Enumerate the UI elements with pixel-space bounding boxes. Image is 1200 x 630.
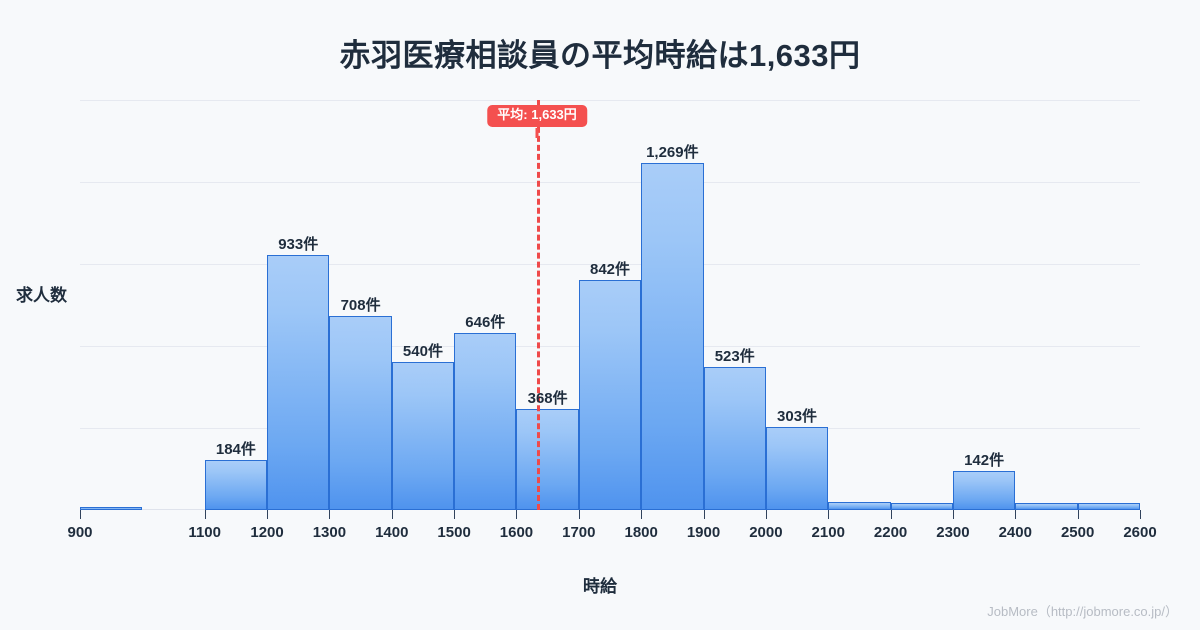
x-axis-tick xyxy=(329,510,331,519)
bars-layer xyxy=(80,100,1140,510)
x-axis-tick-label: 2000 xyxy=(749,524,783,541)
x-axis-tick-label: 900 xyxy=(67,524,93,541)
x-axis-tick xyxy=(1015,510,1017,519)
average-line-layer xyxy=(80,100,1140,510)
x-axis-tick-label: 1800 xyxy=(624,524,658,541)
plot-area xyxy=(80,100,1140,510)
x-axis-tick-label: 1300 xyxy=(312,524,347,541)
x-axis-tick xyxy=(1140,510,1141,519)
bar-value-label: 1,269件 xyxy=(646,144,699,162)
x-axis-tick xyxy=(765,510,767,519)
bar[interactable] xyxy=(80,507,143,510)
x-axis-tick-label: 2300 xyxy=(936,524,970,541)
x-axis-title: 時給 xyxy=(583,577,617,596)
x-axis-tick xyxy=(80,510,81,519)
bar[interactable] xyxy=(578,279,642,510)
x-axis-tick xyxy=(952,510,954,519)
bar-value-label: 933件 xyxy=(278,235,319,253)
x-axis-tick-label: 1500 xyxy=(437,524,471,541)
x-axis-tick-label: 1200 xyxy=(250,524,284,541)
average-line-stub xyxy=(535,128,539,138)
bar[interactable] xyxy=(391,362,455,510)
bar[interactable] xyxy=(828,502,891,510)
x-axis-tick xyxy=(516,510,518,519)
bar[interactable] xyxy=(204,459,268,510)
x-axis-tick-label: 1400 xyxy=(375,524,409,541)
x-axis-tick-label: 1700 xyxy=(562,524,596,541)
bar[interactable] xyxy=(765,427,829,510)
bar-value-label: 842件 xyxy=(589,260,631,278)
x-axis-tick xyxy=(204,510,206,519)
gridline xyxy=(80,100,1140,101)
x-axis-tick-label: 2200 xyxy=(873,524,908,541)
bar-value-label: 303件 xyxy=(777,408,818,426)
x-axis-tick xyxy=(391,510,393,519)
x-axis-tick-label: 2100 xyxy=(811,524,845,541)
x-axis-tick-label: 2500 xyxy=(1060,524,1095,541)
x-axis-tick xyxy=(1077,510,1079,519)
bar-value-label: 184件 xyxy=(215,440,256,458)
bar[interactable] xyxy=(890,502,953,510)
x-axis-tick-label: 2400 xyxy=(998,524,1032,541)
x-axis-tick-label: 2600 xyxy=(1123,524,1157,541)
x-axis-tick xyxy=(267,510,269,519)
bar-value-label: 646件 xyxy=(465,314,506,332)
y-axis-title: 求人数 xyxy=(16,286,67,305)
bar-value-label: 523件 xyxy=(714,348,755,366)
x-axis-tick-label: 1900 xyxy=(686,524,721,541)
watermark: JobMore（http://jobmore.co.jp/） xyxy=(987,604,1178,619)
x-axis-tick xyxy=(828,510,830,519)
bar-value-label: 540件 xyxy=(402,343,443,361)
bar[interactable] xyxy=(1015,503,1078,510)
bar-value-label: 142件 xyxy=(964,452,1005,470)
bar[interactable] xyxy=(641,163,704,510)
chart-title: 赤羽医療相談員の平均時給は1,633円 xyxy=(339,38,861,73)
x-axis-tick-label: 1100 xyxy=(188,524,221,541)
gridline xyxy=(80,182,1140,183)
bar-value-label: 708件 xyxy=(340,297,381,315)
bar[interactable] xyxy=(1077,502,1140,510)
x-axis-tick xyxy=(703,510,705,519)
average-line xyxy=(537,100,541,510)
average-badge: 平均: 1,633円 xyxy=(487,105,587,127)
bar[interactable] xyxy=(454,333,517,510)
bar[interactable] xyxy=(516,409,579,510)
x-axis-tick xyxy=(641,510,643,519)
bar[interactable] xyxy=(952,471,1016,510)
x-axis-tick-label: 1600 xyxy=(499,524,534,541)
x-axis-tick xyxy=(454,510,456,519)
bar[interactable] xyxy=(267,254,330,510)
bar-value-label: 368件 xyxy=(527,390,568,408)
x-axis-tick xyxy=(890,510,892,519)
bar[interactable] xyxy=(329,316,392,510)
bar[interactable] xyxy=(703,367,766,510)
x-axis-tick xyxy=(578,510,580,519)
gridline xyxy=(80,264,1140,265)
